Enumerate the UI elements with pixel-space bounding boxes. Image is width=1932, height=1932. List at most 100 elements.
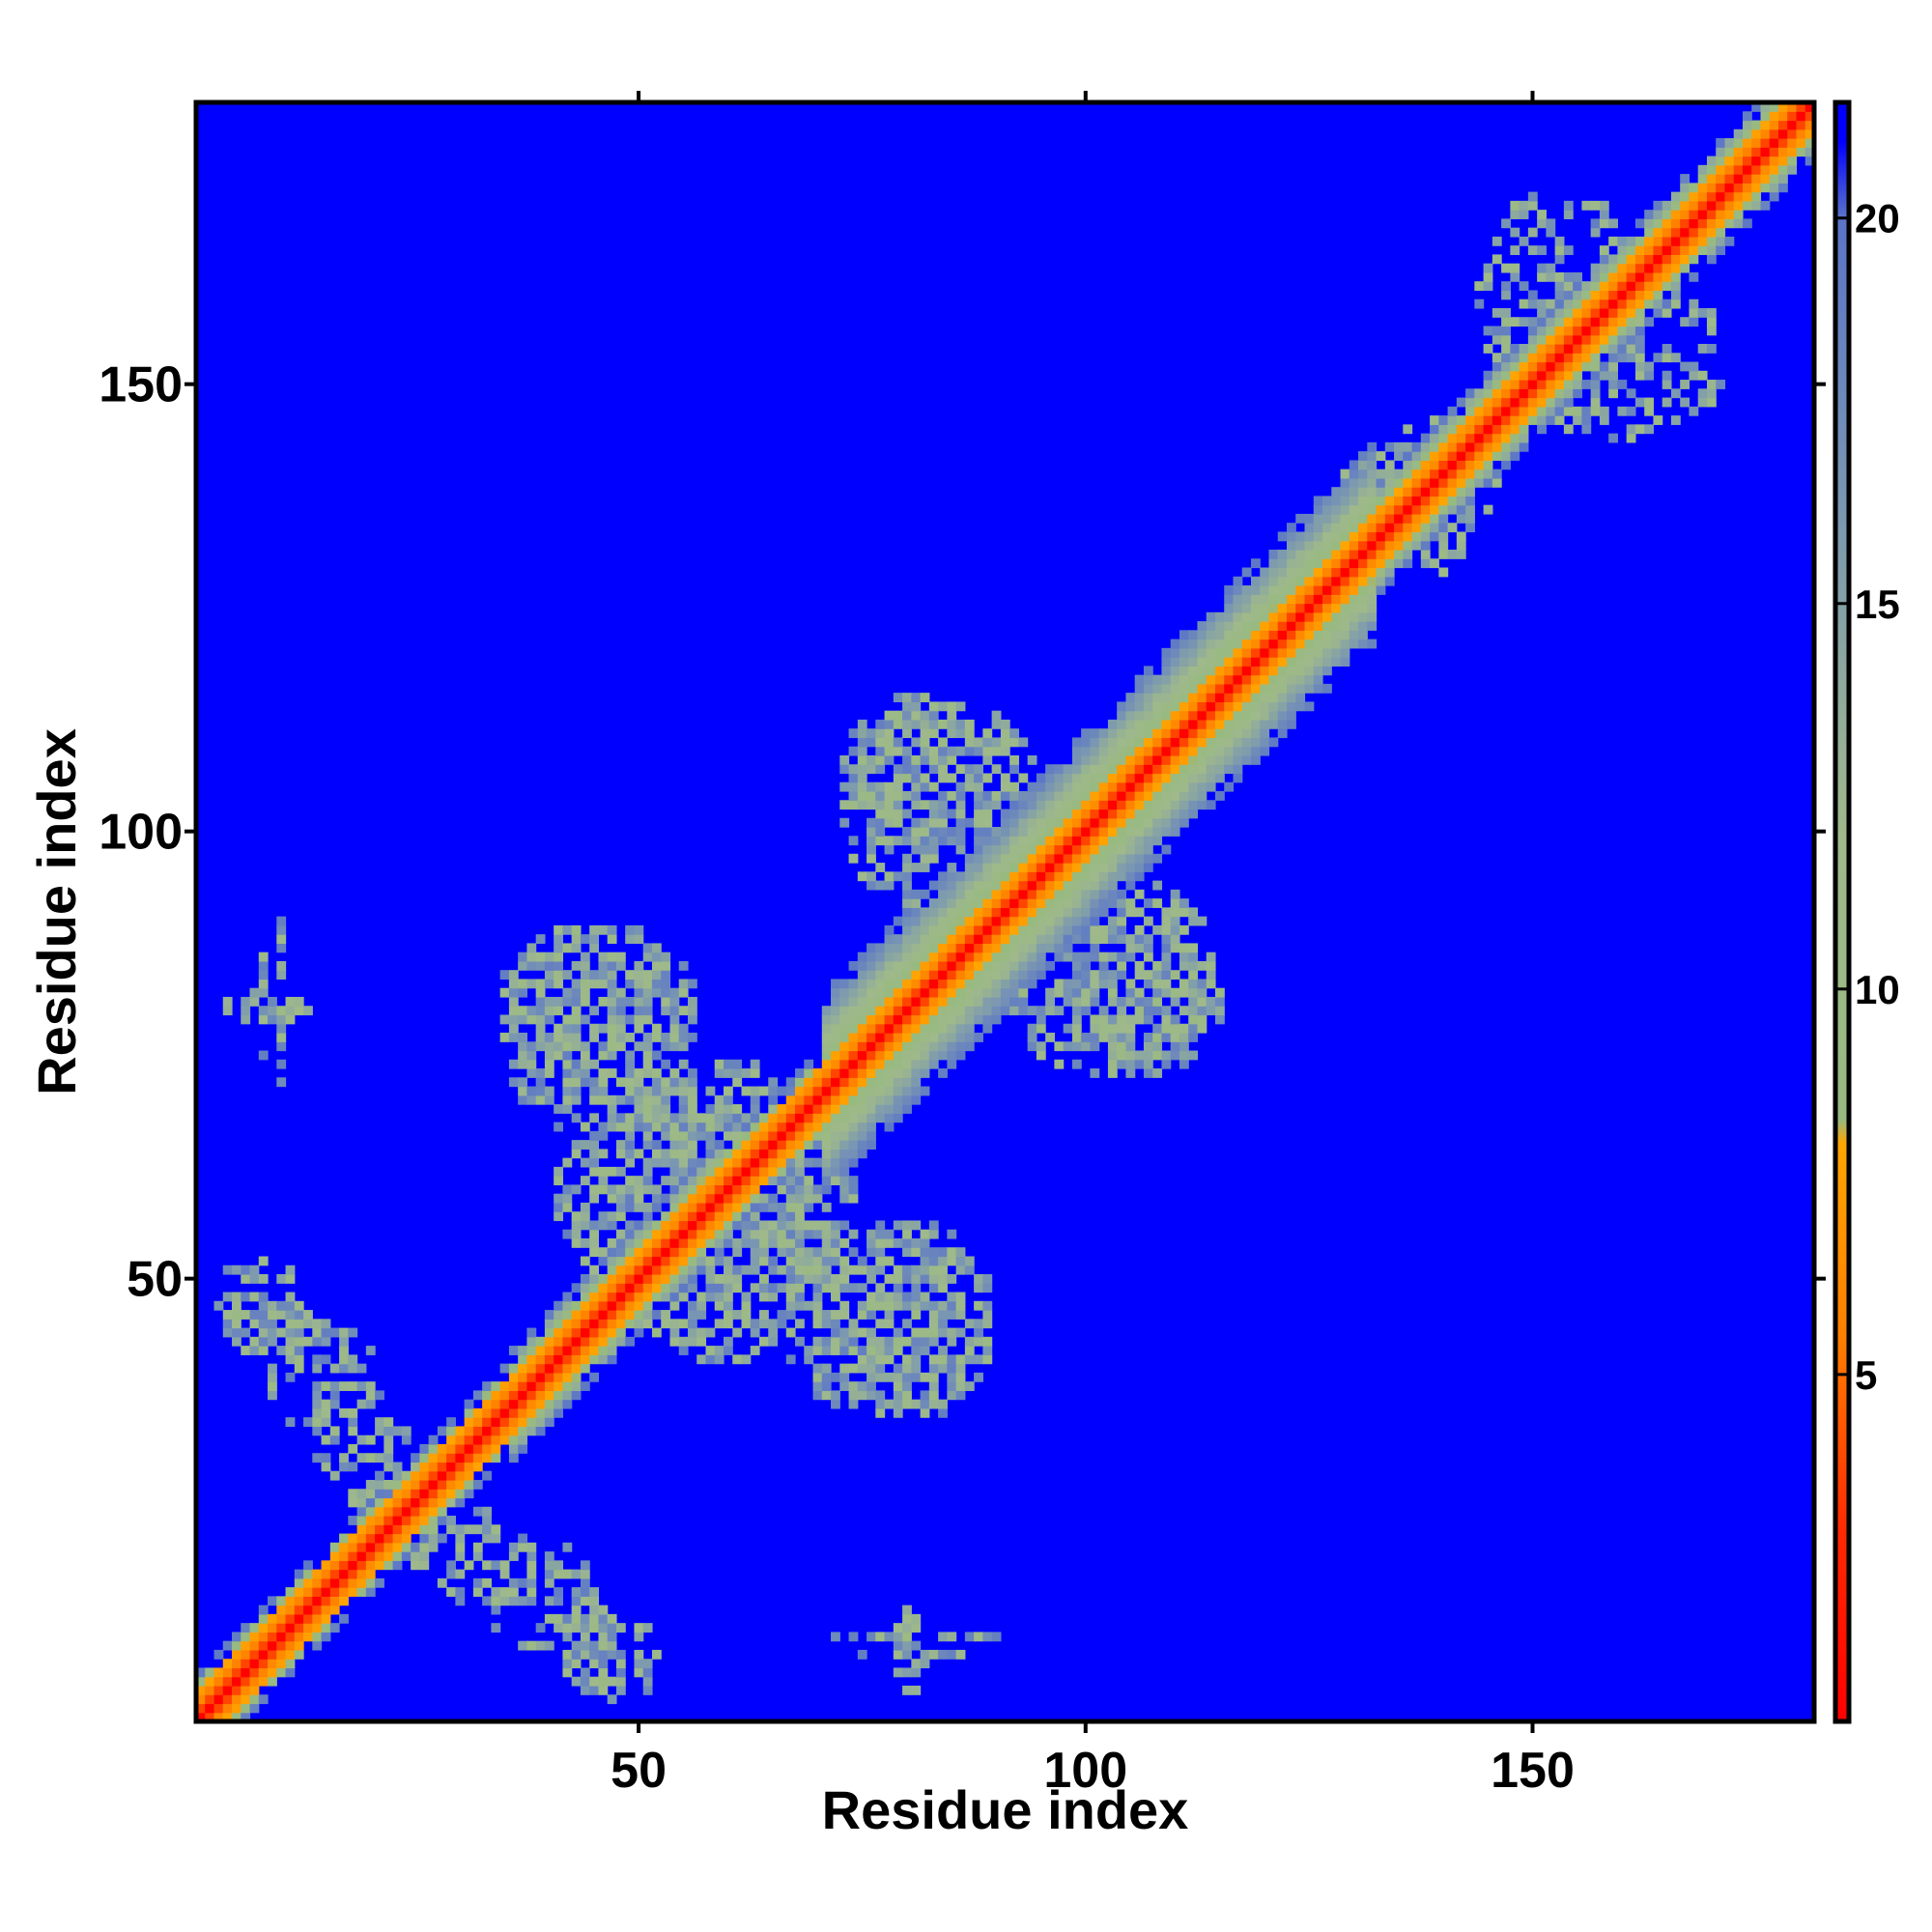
heatmap-cell (1071, 809, 1082, 819)
heatmap-cell (678, 1086, 689, 1096)
heatmap-cell (401, 1435, 412, 1445)
heatmap-cell (1573, 271, 1582, 282)
heatmap-cell (419, 1516, 430, 1525)
heatmap-cell (938, 1274, 948, 1284)
heatmap-cell (947, 970, 957, 980)
heatmap-cell (1260, 585, 1270, 595)
heatmap-cell (1143, 952, 1153, 962)
heatmap-cell (1009, 737, 1019, 748)
heatmap-cell (589, 1113, 600, 1123)
heatmap-cell (1268, 674, 1279, 685)
heatmap-cell (795, 1336, 805, 1347)
heatmap-cell (902, 701, 912, 712)
heatmap-cell (839, 1381, 850, 1391)
heatmap-cell (669, 1014, 680, 1025)
heatmap-cell (508, 970, 519, 980)
heatmap-cell (884, 952, 895, 962)
heatmap-cell (1000, 809, 1010, 819)
heatmap-cell (526, 1086, 537, 1096)
heatmap-cell (893, 987, 903, 998)
heatmap-cell (1287, 719, 1296, 729)
heatmap-cell (241, 1274, 251, 1284)
heatmap-cell (1474, 433, 1485, 443)
heatmap-cell (312, 1640, 323, 1651)
heatmap-cell (580, 996, 590, 1007)
heatmap-cell (1241, 728, 1252, 739)
heatmap-cell (884, 1319, 895, 1329)
heatmap-cell (1134, 987, 1145, 998)
heatmap-cell (634, 1649, 644, 1660)
heatmap-cell (1573, 380, 1582, 389)
heatmap-cell (1689, 307, 1699, 318)
heatmap-cell (571, 1381, 582, 1391)
heatmap-cell (1036, 809, 1046, 819)
heatmap-cell (329, 1470, 340, 1481)
heatmap-cell (526, 1577, 537, 1588)
heatmap-cell (1018, 916, 1029, 926)
heatmap-cell (1644, 298, 1655, 309)
heatmap-cell (1438, 540, 1449, 551)
heatmap-cell (768, 1166, 779, 1177)
heatmap-cell (928, 1041, 939, 1052)
heatmap-cell (982, 1346, 993, 1355)
heatmap-cell (938, 996, 948, 1007)
heatmap-cell (911, 817, 922, 828)
heatmap-cell (804, 1300, 814, 1311)
heatmap-cell (375, 1551, 384, 1561)
heatmap-cell (1295, 576, 1306, 586)
heatmap-cell (902, 1354, 912, 1365)
heatmap-cell (795, 1211, 805, 1222)
heatmap-cell (329, 1596, 340, 1606)
heatmap-cell (625, 1319, 636, 1329)
heatmap-cell (1287, 674, 1296, 685)
heatmap-cell (598, 1050, 609, 1061)
heatmap-cell (1134, 710, 1145, 721)
heatmap-cell (1287, 558, 1296, 569)
heatmap-cell (893, 1667, 903, 1678)
heatmap-cell (750, 1220, 760, 1231)
heatmap-cell (991, 1014, 1002, 1025)
heatmap-cell (1081, 987, 1092, 998)
heatmap-cell (1018, 889, 1029, 899)
heatmap-cell (249, 1640, 260, 1651)
heatmap-cell (268, 1613, 277, 1624)
heatmap-cell (598, 1122, 609, 1132)
heatmap-cell (607, 1632, 617, 1642)
heatmap-cell (1724, 138, 1735, 148)
heatmap-cell (1260, 567, 1270, 578)
heatmap-cell (831, 1220, 840, 1231)
heatmap-cell (1349, 567, 1359, 578)
heatmap-cell (1706, 397, 1717, 408)
heatmap-cell (348, 1426, 358, 1436)
heatmap-cell (1430, 433, 1439, 443)
heatmap-cell (714, 1059, 724, 1069)
heatmap-cell (1384, 513, 1395, 524)
heatmap-cell (1045, 924, 1055, 935)
heatmap-cell (723, 1336, 733, 1347)
heatmap-cell (920, 943, 930, 953)
heatmap-cell (857, 1300, 867, 1311)
heatmap-cell (1537, 415, 1547, 425)
heatmap-cell (785, 1274, 796, 1284)
heatmap-cell (857, 1381, 867, 1391)
heatmap-cell (1107, 871, 1118, 882)
heatmap-cell (1287, 531, 1296, 542)
heatmap-cell (554, 1596, 564, 1606)
heatmap-cell (705, 1130, 716, 1141)
heatmap-cell (928, 817, 939, 828)
heatmap-cell (1662, 227, 1672, 238)
heatmap-cell (1581, 380, 1592, 389)
heatmap-cell (312, 1632, 323, 1642)
heatmap-cell (714, 1149, 724, 1159)
heatmap-cell (285, 1310, 296, 1320)
heatmap-cell (446, 1443, 456, 1454)
heatmap-cell (580, 1176, 590, 1186)
heatmap-cell (723, 1229, 733, 1239)
heatmap-cell (1796, 102, 1806, 112)
heatmap-cell (714, 1104, 724, 1114)
heatmap-cell (562, 943, 573, 953)
heatmap-cell (1224, 666, 1235, 676)
heatmap-cell (893, 800, 903, 810)
heatmap-cell (768, 1149, 779, 1159)
